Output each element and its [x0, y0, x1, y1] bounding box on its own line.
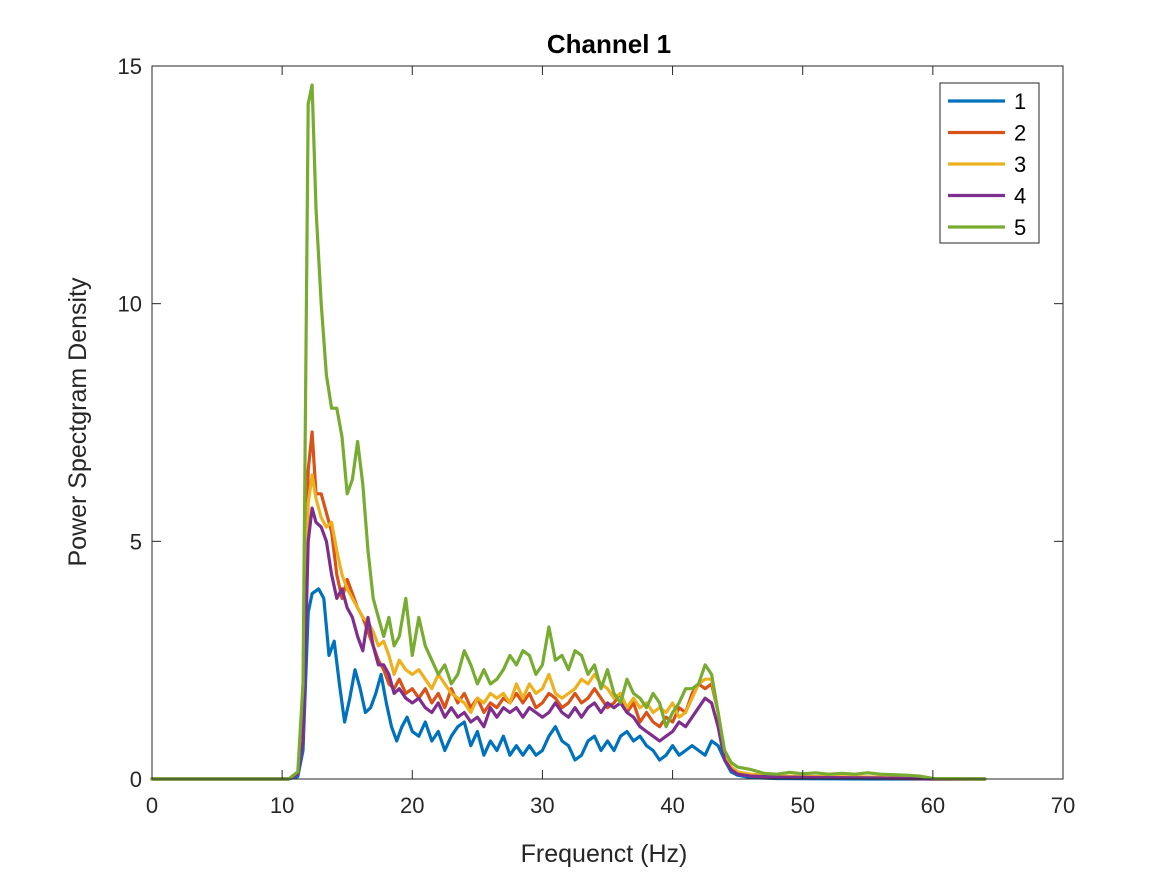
x-tick-label: 30	[530, 793, 554, 818]
y-tick-label: 15	[118, 54, 142, 79]
x-tick-label: 20	[400, 793, 424, 818]
y-tick-label: 0	[130, 767, 142, 792]
x-axis-label: Frequenct (Hz)	[521, 840, 688, 868]
legend-label-2: 2	[1014, 121, 1026, 146]
y-tick-label: 10	[118, 292, 142, 317]
legend-label-5: 5	[1014, 215, 1026, 240]
legend-label-3: 3	[1014, 152, 1026, 177]
x-tick-label: 0	[146, 793, 158, 818]
y-axis-label: Power Spectgram Density	[64, 277, 92, 567]
legend-label-1: 1	[1014, 89, 1026, 114]
x-tick-label: 70	[1051, 793, 1075, 818]
series-line-3	[150, 473, 987, 781]
series-layer	[150, 83, 987, 781]
y-tick-label: 5	[130, 529, 142, 554]
chart-title: Channel 1	[547, 29, 671, 59]
legend: 1 2 3 4 5	[939, 82, 1040, 244]
axes-box	[151, 65, 1064, 780]
legend-label-4: 4	[1014, 184, 1026, 209]
series-line-1	[150, 587, 987, 781]
x-tick-label: 40	[660, 793, 684, 818]
x-tick-label: 60	[921, 793, 945, 818]
x-tick-label: 10	[270, 793, 294, 818]
series-line-4	[150, 506, 987, 781]
x-tick-label: 50	[790, 793, 814, 818]
series-line-5	[150, 83, 987, 781]
